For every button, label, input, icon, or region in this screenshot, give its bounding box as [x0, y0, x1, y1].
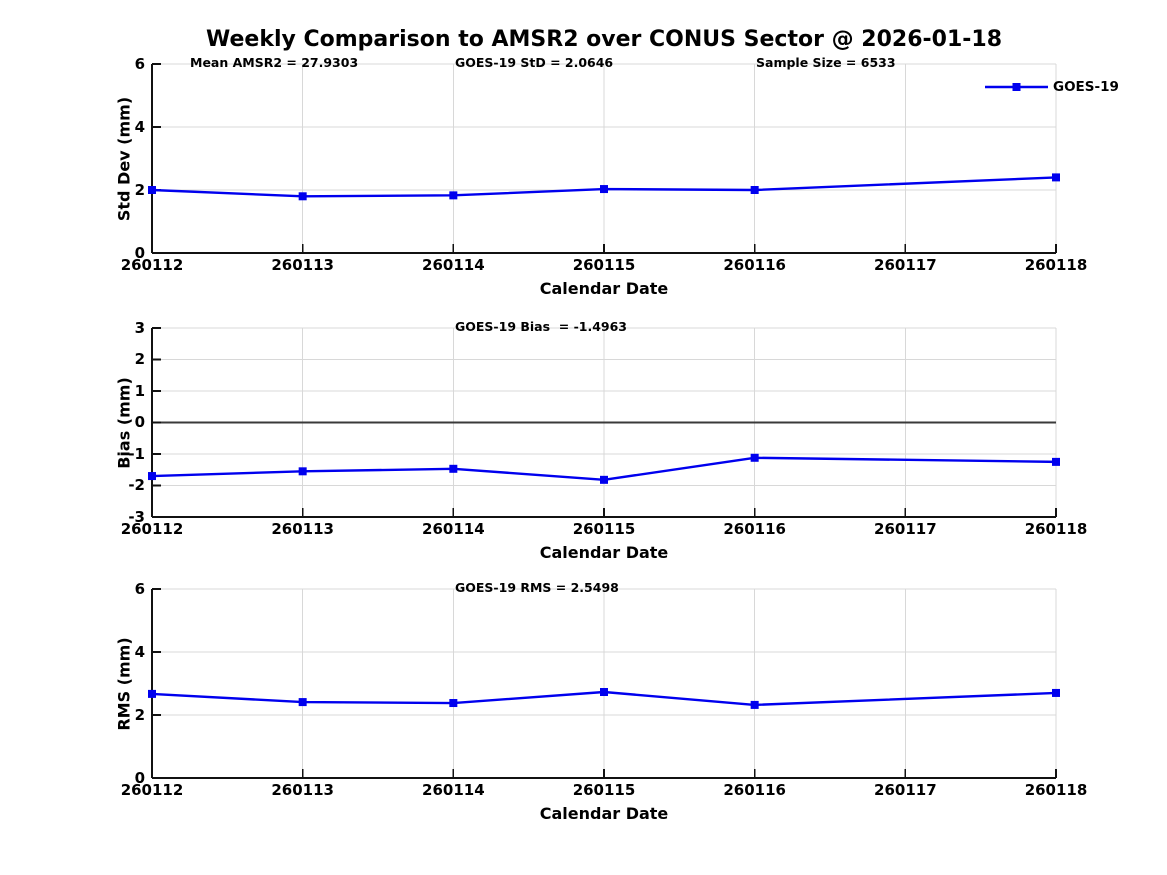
subplot-std-dev-svg	[148, 63, 1060, 254]
subplot-rms: 0 2 4 6 260112 260113 260114 260115 260116 260117…	[115, 580, 1088, 823]
x-tick-label: 260114	[422, 520, 485, 538]
x-tick-label: 260116	[723, 520, 786, 538]
y-tick-label: 2	[134, 705, 145, 724]
x-axis-label: Calendar Date	[539, 279, 669, 298]
y-tick-label: 4	[134, 642, 145, 661]
data-point-marker	[298, 467, 307, 476]
x-tick-label: 260113	[271, 520, 334, 538]
data-point-marker	[600, 475, 608, 484]
data-point-marker	[1052, 688, 1060, 697]
series-line-goes19	[151, 690, 1057, 707]
x-tick-label: 260118	[1024, 520, 1088, 538]
axis-spines	[151, 328, 1056, 518]
data-point-marker	[449, 191, 458, 200]
x-axis-label: Calendar Date	[539, 543, 669, 562]
x-tick-label: 260117	[874, 520, 937, 538]
annotation-std-dev: Sample Size = 6533	[756, 55, 896, 70]
annotation-bias: GOES-19 Bias = -1.4963	[455, 319, 628, 334]
axis-spines	[151, 64, 1056, 254]
data-point-marker	[449, 699, 458, 708]
x-tick-label: 260112	[120, 256, 184, 274]
x-tick-label: 260112	[120, 781, 184, 799]
data-point-marker	[600, 185, 608, 194]
annotation-rms: GOES-19 RMS = 2.5498	[455, 580, 619, 595]
x-tick-label: 260113	[271, 256, 334, 274]
data-point-marker	[148, 186, 156, 194]
data-point-marker	[750, 186, 759, 194]
annotation-std-dev: Mean AMSR2 = 27.9303	[190, 55, 359, 70]
subplot-std-dev: 0 2 4 6 260112 260113 260114 260115 260116 260117…	[115, 55, 1119, 298]
y-tick-label: 2	[134, 180, 145, 199]
x-tick-label: 260117	[874, 781, 937, 799]
x-tick-label: 260114	[422, 781, 485, 799]
data-point-marker	[148, 472, 156, 481]
data-point-marker	[750, 453, 759, 462]
subplot-rms-svg	[148, 588, 1060, 779]
grid-lines	[152, 588, 1057, 778]
x-tick-label: 260115	[572, 781, 636, 799]
x-tick-label: 260116	[723, 256, 786, 274]
x-tick-label: 260115	[572, 256, 636, 274]
y-axis-label-rms: RMS (mm)	[114, 636, 134, 731]
series-line-goes19	[151, 456, 1057, 482]
x-tick-label: 260118	[1024, 781, 1088, 799]
data-point-marker	[298, 698, 307, 707]
y-axis-label-std-dev: Std Dev (mm)	[114, 96, 134, 221]
series-line-goes19	[151, 176, 1057, 198]
y-tick-label: -2	[128, 476, 145, 494]
subplot-bias-svg	[148, 327, 1060, 518]
legend-graphic	[985, 83, 1048, 91]
y-tick-label: 6	[134, 579, 145, 598]
x-tick-label: 260118	[1024, 256, 1088, 274]
y-tick-label: -1	[128, 444, 145, 463]
y-tick-label: 1	[134, 381, 145, 400]
data-point-marker	[449, 464, 458, 473]
subplot-bias: -3 -2 -1 0 1 2 3 260112 260113 260114 260115 260116…	[115, 319, 1088, 562]
annotation-std-dev: GOES-19 StD = 2.0646	[455, 55, 614, 70]
legend-label: GOES-19	[1053, 78, 1119, 95]
data-point-marker	[298, 192, 307, 201]
x-tick-label: 260113	[271, 781, 334, 799]
data-point-marker	[750, 700, 759, 709]
y-tick-label: 3	[134, 318, 145, 337]
x-tick-label: 260117	[874, 256, 937, 274]
data-point-marker	[1052, 173, 1060, 182]
y-tick-label: -3	[128, 507, 145, 526]
y-tick-label: 4	[134, 117, 145, 136]
y-tick-label: 0	[134, 243, 145, 262]
x-tick-label: 260116	[723, 781, 786, 799]
y-tick-label: 6	[134, 54, 145, 73]
chart-title: Weekly Comparison to AMSR2 over CONUS Se…	[206, 27, 1002, 52]
data-point-marker	[600, 688, 608, 697]
data-point-marker	[148, 689, 156, 698]
x-axis-label: Calendar Date	[539, 804, 669, 823]
y-tick-label: 0	[134, 768, 145, 787]
x-tick-label: 260115	[572, 520, 636, 538]
legend-marker-icon	[1012, 83, 1021, 91]
y-tick-label: 2	[134, 350, 145, 368]
y-axis-label-bias: Bias (mm)	[114, 376, 134, 469]
data-point-marker	[1052, 457, 1060, 466]
x-tick-label: 260112	[120, 520, 184, 538]
y-tick-label: 0	[134, 413, 145, 431]
axis-spines	[151, 589, 1056, 779]
x-tick-label: 260114	[422, 256, 485, 274]
